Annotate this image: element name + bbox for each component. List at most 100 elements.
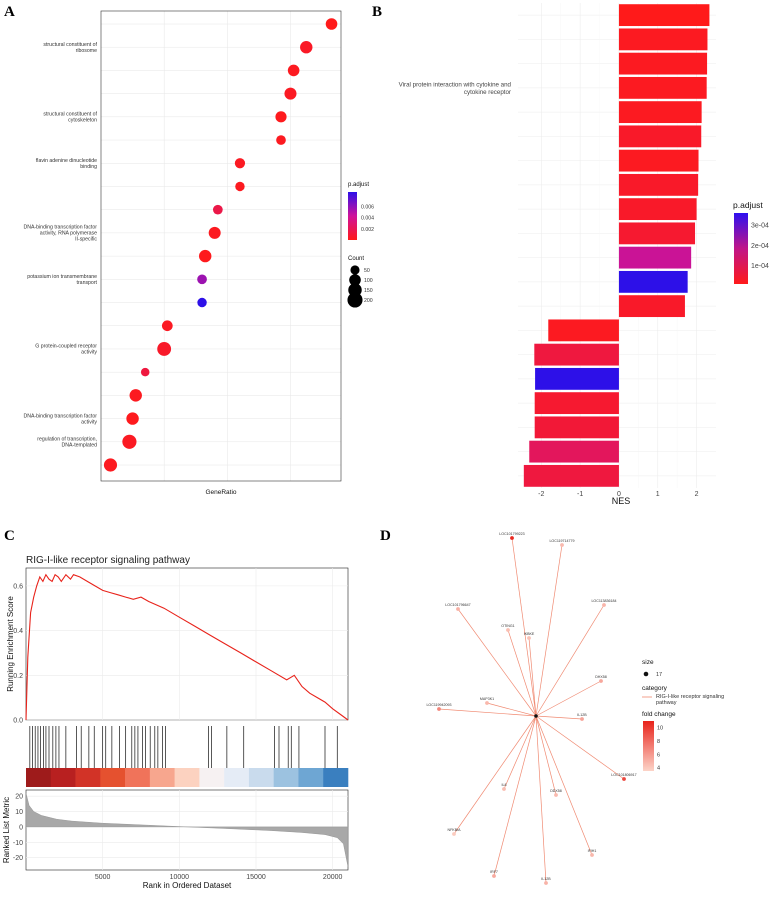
b-legend-tick: 3e-04 — [751, 223, 769, 230]
d-gene-label: IRF7 — [490, 870, 498, 874]
d-legend-size-label: 17 — [656, 672, 662, 678]
a-dot — [122, 434, 137, 449]
d-gene-node — [544, 881, 548, 885]
c-x-tick-label: 15000 — [246, 874, 266, 881]
d-gene-label: DHX58 — [595, 675, 607, 679]
d-gene-label: LOC113836184 — [591, 599, 616, 603]
b-bar — [534, 416, 619, 439]
a-dot — [126, 412, 139, 425]
b-bar — [618, 149, 699, 172]
b-legend-tick: 2e-04 — [751, 243, 769, 250]
d-edge — [507, 629, 537, 717]
a-dot — [325, 18, 338, 30]
d-gene-label: LOC101796647 — [445, 603, 470, 607]
a-category-label: potassium ion transmembrane transport — [27, 274, 97, 286]
b-bar — [618, 101, 702, 124]
a-category-label: structural constituent of ribosome — [43, 42, 97, 54]
panel-b-nes-barplot: Viral protein interaction with cytokine … — [399, 3, 769, 506]
b-x-tick-label: 0 — [617, 491, 621, 498]
a-legend-size-label: 150 — [364, 288, 373, 294]
b-bar — [548, 319, 619, 342]
d-gene-node — [599, 679, 603, 683]
d-legend-color-tick: 6 — [657, 752, 660, 758]
a-category-label: structural constituent of cytoskeleton — [43, 112, 97, 124]
b-bar — [618, 76, 707, 99]
c-metric-tick-label: -10 — [13, 840, 23, 847]
c-metric-tick-label: 20 — [15, 794, 23, 801]
b-legend-tick: 1e-04 — [751, 263, 769, 270]
d-legend-color-tick: 4 — [657, 766, 660, 772]
d-gene-node — [485, 701, 489, 705]
d-gene-label: IL12B — [541, 877, 551, 881]
c-metric-tick-label: 0 — [19, 824, 23, 831]
d-edge — [486, 702, 537, 717]
d-gene-label: NFKBIA — [448, 828, 462, 832]
a-dot — [208, 226, 221, 239]
d-legend-category-title: category — [642, 685, 668, 692]
d-gene-label: MAP3K1 — [480, 697, 494, 701]
a-dot — [275, 111, 287, 123]
b-legend-colorbar — [734, 213, 748, 284]
d-gene-label: IFIH1 — [588, 849, 597, 853]
a-legend-size-title: Count — [348, 256, 364, 262]
d-gene-node — [580, 717, 584, 721]
d-legend-category-label: RIG-I-like receptor signaling pathway — [656, 694, 724, 706]
c-x-tick-label: 10000 — [170, 874, 190, 881]
a-dot — [140, 367, 150, 377]
panel-label-c: C — [4, 528, 15, 544]
b-bar — [618, 270, 688, 293]
d-gene-node — [554, 793, 558, 797]
panel-label-d: D — [380, 528, 391, 544]
d-gene-node — [527, 636, 531, 640]
c-es-tick-label: 0.2 — [13, 673, 23, 680]
c-title: RIG-I-like receptor signaling pathway — [26, 555, 190, 566]
d-gene-node — [506, 628, 510, 632]
c-metric-tick-label: -20 — [13, 855, 23, 862]
a-category-label: G protein-coupled receptor activity — [35, 344, 97, 356]
d-edge — [493, 715, 537, 877]
d-gene-node — [510, 536, 514, 540]
d-edge — [535, 715, 625, 780]
d-gene-node — [590, 853, 594, 857]
a-dot — [199, 249, 212, 263]
b-bar — [618, 295, 685, 318]
d-gene-label: DDX58 — [550, 789, 562, 793]
c-rank-band-segment — [174, 768, 200, 787]
b-x-tick-label: 1 — [656, 491, 660, 498]
d-edge — [535, 544, 563, 717]
c-hits-frame — [26, 726, 348, 768]
a-legend-color-tick: 0.006 — [361, 204, 374, 210]
a-dot — [129, 389, 142, 402]
a-legend-size-label: 50 — [364, 268, 370, 274]
a-category-label: regulation of transcription, DNA-template… — [37, 437, 97, 449]
c-rank-band-segment — [273, 768, 299, 787]
b-bar — [534, 392, 619, 415]
c-rank-band-segment — [125, 768, 151, 787]
c-metric-tick-label: 10 — [15, 809, 23, 816]
b-legend: p.adjust 3e-04 2e-04 1e-04 — [733, 200, 769, 284]
a-legend-size-label: 100 — [364, 278, 373, 284]
a-legend-size-label: 200 — [364, 298, 373, 304]
b-bar — [618, 28, 708, 51]
d-legend-color-tick: 10 — [657, 726, 663, 732]
a-dot — [103, 458, 118, 472]
d-gene-label: LOC119714779 — [549, 539, 574, 543]
d-edge — [535, 715, 593, 856]
c-rank-band-segment — [199, 768, 225, 787]
c-es-tick-label: 0.6 — [13, 583, 23, 590]
a-category-label: DNA-binding transcription factor activity… — [23, 225, 97, 243]
c-rank-band-segment — [248, 768, 274, 787]
c-rank-band-segment — [224, 768, 250, 787]
d-edge — [535, 715, 557, 796]
panel-c-gsea-plot: RIG-I-like receptor signaling pathway 0.… — [2, 555, 349, 890]
b-bar — [535, 367, 619, 390]
panel-a-dotplot: structural constituent of ribosome structu… — [23, 10, 374, 496]
b-bar — [618, 173, 699, 196]
b-bar — [618, 222, 696, 245]
a-category-label: flavin adenine dinucleotide binding — [36, 158, 97, 170]
d-gene-label: IKBKE — [524, 632, 535, 636]
c-x-tick-label: 20000 — [323, 874, 343, 881]
a-dot — [284, 87, 297, 100]
